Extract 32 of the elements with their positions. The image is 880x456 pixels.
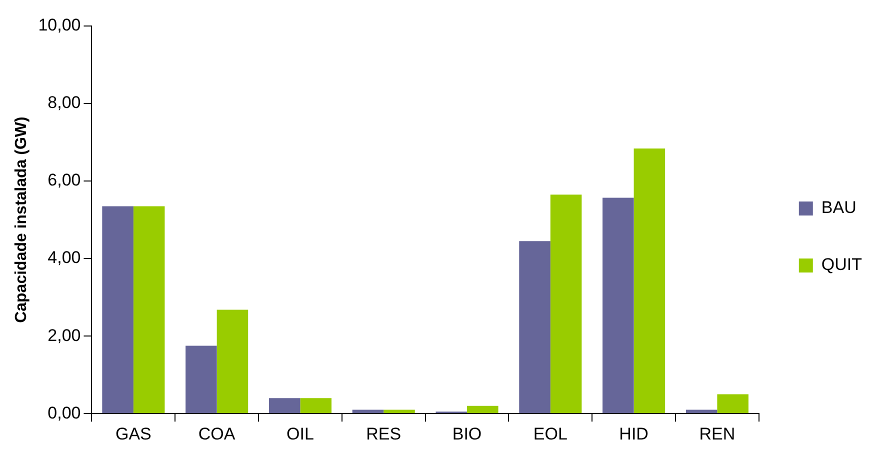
- x-tick-label: BIO: [452, 424, 482, 444]
- bar: [133, 206, 165, 414]
- legend-label: QUIT: [821, 255, 862, 274]
- bar: [686, 410, 718, 414]
- x-tick-label: RES: [366, 424, 402, 444]
- x-tick-label: OIL: [286, 424, 314, 444]
- bar: [467, 406, 498, 414]
- bar: [602, 198, 634, 414]
- y-tick-label: 4,00: [48, 248, 81, 268]
- y-tick-label: 6,00: [48, 170, 81, 190]
- bar: [352, 410, 384, 414]
- y-tick-label: 10,00: [38, 16, 81, 35]
- bar: [300, 398, 332, 414]
- bar: [268, 398, 300, 414]
- bar: [186, 346, 217, 414]
- y-tick-label: 8,00: [48, 93, 81, 112]
- bar: [384, 410, 415, 414]
- bar: [550, 194, 582, 414]
- y-tick-label: 2,00: [48, 326, 81, 345]
- y-tick-label: 0,00: [48, 403, 81, 422]
- x-tick-label: EOL: [533, 424, 568, 444]
- x-tick-label: COA: [198, 424, 236, 444]
- x-tick-label: REN: [699, 424, 736, 444]
- legend-label: BAU: [821, 198, 856, 218]
- y-axis-title: Capacidade instalada (GW): [13, 116, 30, 323]
- bar: [102, 206, 134, 414]
- bar: [717, 394, 748, 414]
- x-tick-label: HID: [619, 424, 648, 444]
- bar: [634, 148, 666, 414]
- x-tick-label: GAS: [115, 424, 152, 444]
- bar: [519, 241, 550, 414]
- bar: [216, 310, 248, 414]
